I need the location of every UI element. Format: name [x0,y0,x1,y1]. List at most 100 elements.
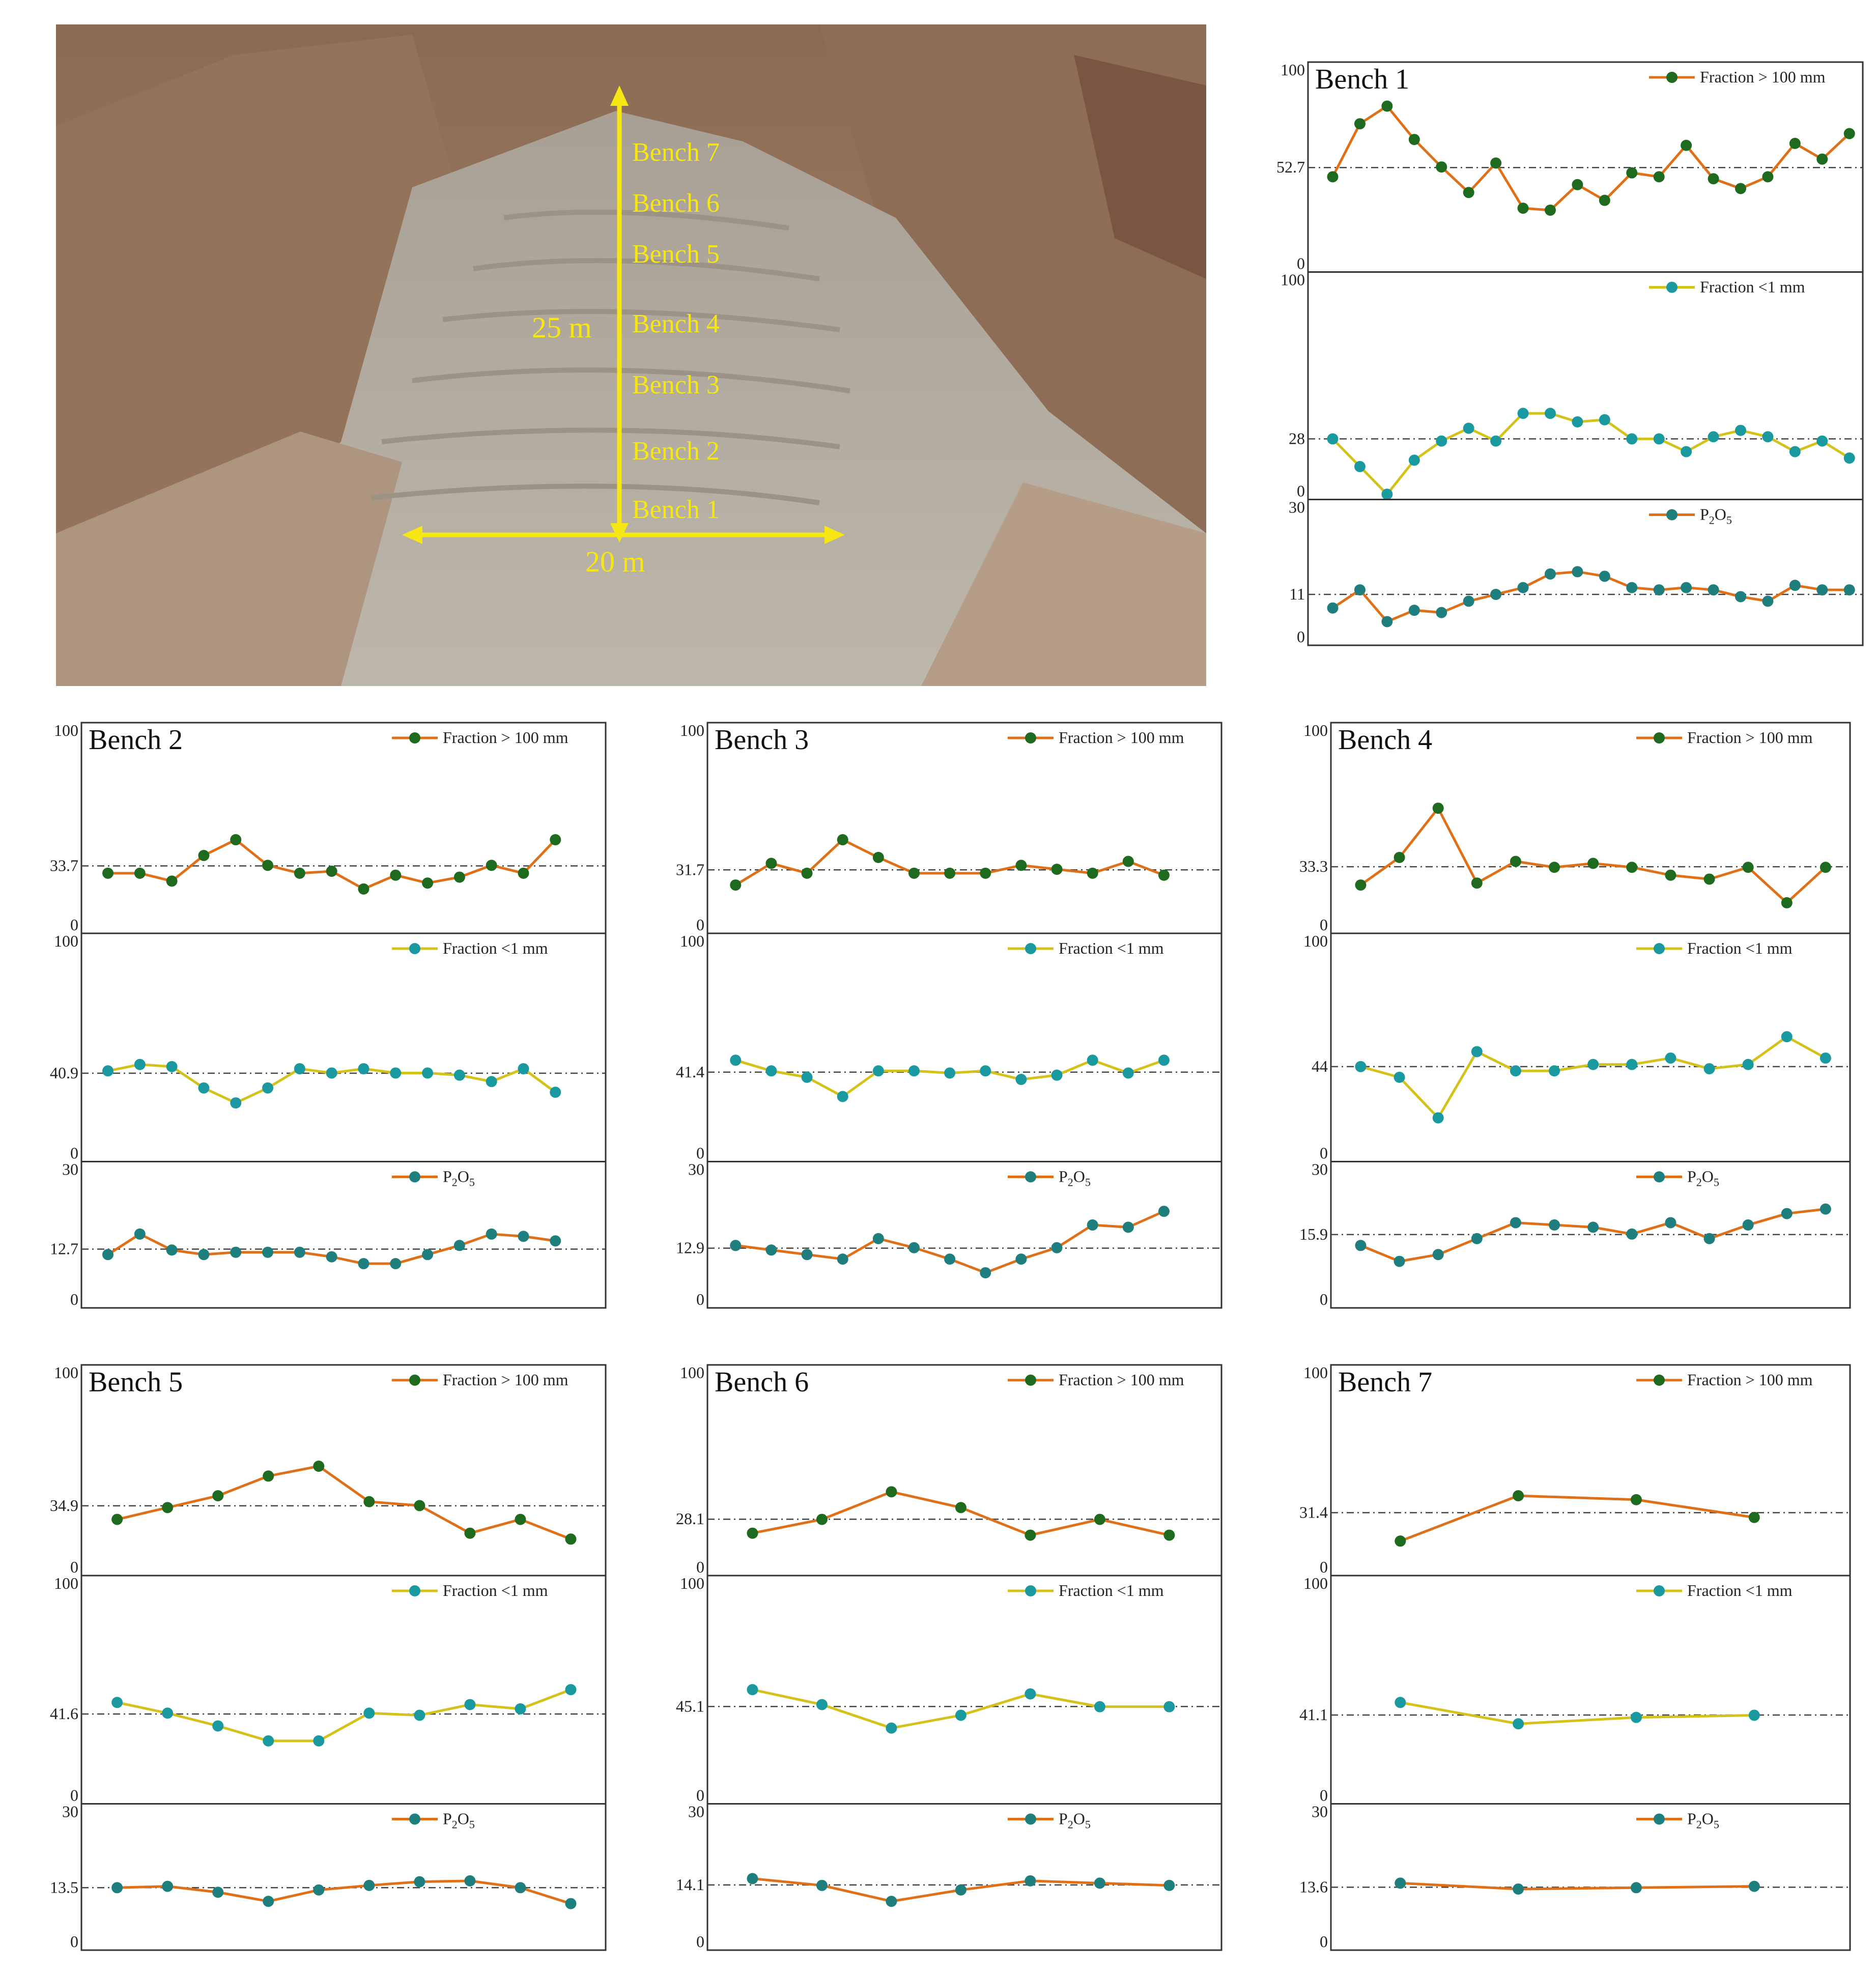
bench-1-label: Bench 1 [632,495,720,524]
y-tick-label: 100 [1303,932,1328,950]
data-point [944,867,956,879]
data-point [1781,1208,1793,1219]
data-point [1513,1490,1524,1502]
legend-label: P2O5 [1059,1167,1091,1189]
data-point [1158,1054,1170,1066]
data-point [980,1065,991,1077]
data-point [1708,173,1719,185]
series-line [1400,1494,1755,1542]
data-point [363,1707,375,1719]
series-line [752,1688,1170,1730]
data-point [1789,580,1801,591]
y-tick-label: 0 [70,1558,78,1576]
data-point [1549,862,1560,873]
data-point [1789,446,1801,458]
data-point [102,867,114,879]
y-tick-label: 0 [1320,1932,1328,1951]
y-tick-label: 0 [696,1144,704,1162]
data-point [1394,1255,1405,1267]
y-tick-label: 30 [1312,1160,1328,1179]
data-point [1327,602,1339,614]
data-point [453,1240,465,1251]
coarse-panel: 100 31.4 0 Fraction > 100 mm Bench 7 [1299,1363,1851,1577]
data-point [1517,408,1529,419]
data-point [1762,431,1774,443]
data-point [1762,171,1774,183]
data-point [464,1699,476,1710]
data-point [1490,435,1502,447]
data-point [294,1063,305,1075]
data-point [1436,435,1447,447]
legend-label: P2O5 [443,1810,475,1831]
coarse-panel: 100 28.1 0 Fraction > 100 mm Bench 6 [676,1363,1223,1577]
y-tick-label: 0 [1320,1290,1328,1308]
data-point [453,871,465,883]
data-point [1681,446,1692,458]
data-point [1665,869,1676,881]
data-point [134,1059,146,1070]
bench-6-chart: 100 28.1 0 Fraction > 100 mm Bench 6 100 45.1 0… [667,1360,1227,1955]
data-point [1463,595,1474,607]
data-point [198,850,210,862]
y-tick-label: 13.5 [50,1878,78,1896]
data-point [1653,171,1665,183]
data-point [1549,1219,1560,1231]
plot-frame [1307,499,1864,646]
data-point [326,1251,337,1263]
y-tick-label: 100 [1281,61,1305,79]
series-line [1360,1035,1827,1120]
data-point [1122,1067,1134,1079]
p2o5-panel: 30 12.7 0 P2O5 [50,1160,607,1309]
data-point [1816,435,1828,447]
y-tick-label: 33.3 [1299,857,1328,875]
fine-panel: 100 44 0 Fraction <1 mm [1303,932,1851,1162]
y-tick-label: 34.9 [50,1496,78,1515]
data-point [1051,1069,1063,1081]
plot-frame [80,1575,607,1805]
legend-marker [1666,281,1678,293]
data-point [1626,433,1638,445]
data-point [1735,424,1746,436]
series-line [1400,1881,1754,1891]
data-point [801,1249,813,1261]
data-point [518,1231,529,1242]
legend-label: Fraction > 100 mm [1687,728,1813,747]
legend-label: Fraction > 100 mm [1687,1370,1813,1389]
data-point [390,1258,402,1270]
data-point [230,834,242,846]
data-point [747,1527,758,1539]
chart-svg: 100 52.7 0 Fraction > 100 mm Bench 1 100 28 0 Fr… [1276,61,1864,646]
y-tick-label: 100 [54,932,78,950]
legend-label: Fraction <1 mm [1059,1581,1164,1599]
y-tick-label: 41.1 [1299,1705,1328,1724]
data-point [102,1065,114,1077]
data-point [326,1067,337,1079]
data-point [1735,591,1746,603]
legend-marker [1025,1813,1036,1825]
data-point [1626,862,1638,873]
y-tick-label: 0 [1297,254,1305,273]
data-point [1408,605,1420,616]
data-point [1490,157,1502,169]
data-point [1748,1511,1760,1523]
legend-marker [1666,509,1678,521]
data-point [765,858,777,869]
data-point [414,1876,425,1888]
data-point [111,1513,123,1525]
data-point [1163,1529,1175,1541]
data-point [1122,1221,1134,1233]
y-tick-label: 30 [688,1803,704,1821]
y-tick-label: 100 [54,1574,78,1592]
data-point [313,1461,325,1472]
data-point [886,1722,897,1734]
data-point [550,1235,561,1247]
data-point [1549,1065,1560,1077]
data-point [1436,161,1447,173]
chart-svg: 100 31.4 0 Fraction > 100 mm Bench 7 100 41.1 0… [1299,1363,1851,1951]
data-point [166,1061,178,1072]
y-tick-label: 30 [1289,498,1305,517]
fine-panel: 100 41.4 0 Fraction <1 mm [676,932,1223,1162]
chart-svg: 100 33.3 0 Fraction > 100 mm Bench 4 100 44 0 Fr… [1299,721,1851,1309]
data-point [358,1063,369,1075]
y-tick-label: 0 [70,1786,78,1805]
